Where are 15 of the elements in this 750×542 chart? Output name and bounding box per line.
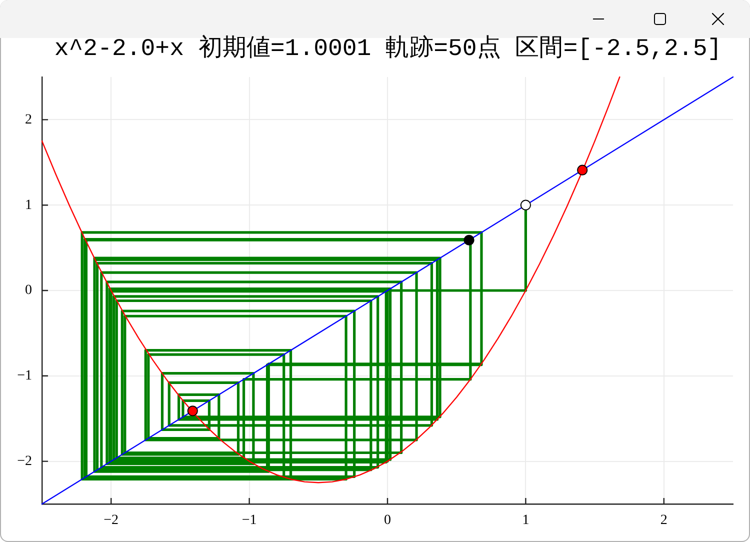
point — [187, 406, 198, 416]
y-tick-label: 2 — [25, 112, 32, 128]
y-tick-label: 1 — [25, 198, 32, 213]
point — [577, 164, 588, 176]
chart-title: x^2-2.0+x 初期値=1.0001 軌跡=50点 区間=[-2.5,2.5] — [54, 36, 722, 64]
x-tick-label: 1 — [522, 513, 530, 528]
x-tick-label: −1 — [242, 513, 257, 528]
y-tick-label: −1 — [17, 368, 32, 384]
y-tick-label: −2 — [17, 454, 32, 469]
point — [464, 234, 474, 246]
x-tick-label: 2 — [660, 513, 668, 528]
y-tick-label: 0 — [25, 283, 32, 298]
x-tick-label: 0 — [384, 513, 391, 528]
x-tick-label: −2 — [104, 513, 119, 528]
point — [520, 200, 531, 210]
